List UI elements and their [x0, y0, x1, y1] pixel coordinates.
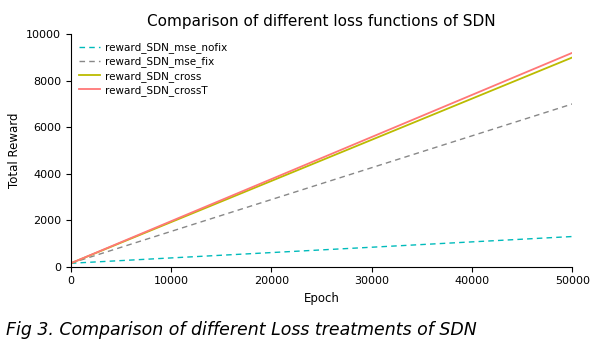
Text: Fig 3. Comparison of different Loss treatments of SDN: Fig 3. Comparison of different Loss trea…	[6, 320, 477, 339]
Legend: reward_SDN_mse_nofix, reward_SDN_mse_fix, reward_SDN_cross, reward_SDN_crossT: reward_SDN_mse_nofix, reward_SDN_mse_fix…	[76, 39, 231, 98]
Title: Comparison of different loss functions of SDN: Comparison of different loss functions o…	[148, 14, 496, 29]
Y-axis label: Total Reward: Total Reward	[8, 113, 21, 188]
X-axis label: Epoch: Epoch	[304, 292, 339, 305]
